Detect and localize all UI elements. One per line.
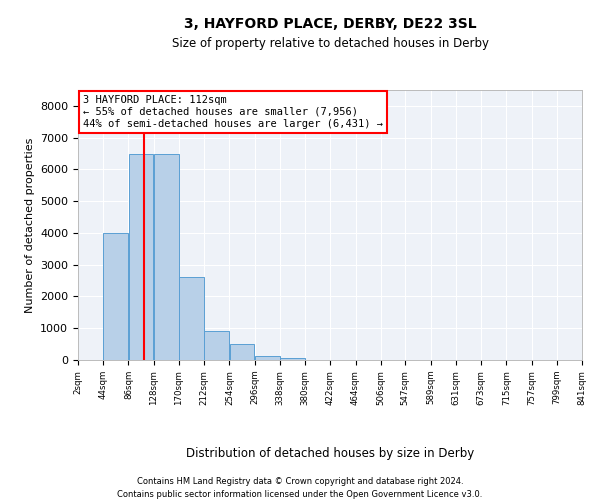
Bar [179, 278, 204, 360]
Bar [129, 154, 154, 360]
Bar [154, 154, 179, 360]
Bar [205, 332, 229, 360]
Bar [230, 344, 254, 360]
Text: Contains HM Land Registry data © Crown copyright and database right 2024.: Contains HM Land Registry data © Crown c… [137, 478, 463, 486]
Text: 3, HAYFORD PLACE, DERBY, DE22 3SL: 3, HAYFORD PLACE, DERBY, DE22 3SL [184, 18, 476, 32]
Text: 3 HAYFORD PLACE: 112sqm
← 55% of detached houses are smaller (7,956)
44% of semi: 3 HAYFORD PLACE: 112sqm ← 55% of detache… [83, 96, 383, 128]
Text: Contains public sector information licensed under the Open Government Licence v3: Contains public sector information licen… [118, 490, 482, 499]
Y-axis label: Number of detached properties: Number of detached properties [25, 138, 35, 312]
Text: Size of property relative to detached houses in Derby: Size of property relative to detached ho… [172, 38, 488, 51]
Bar [280, 358, 305, 360]
Bar [255, 356, 280, 360]
Text: Distribution of detached houses by size in Derby: Distribution of detached houses by size … [186, 448, 474, 460]
Bar [103, 233, 128, 360]
